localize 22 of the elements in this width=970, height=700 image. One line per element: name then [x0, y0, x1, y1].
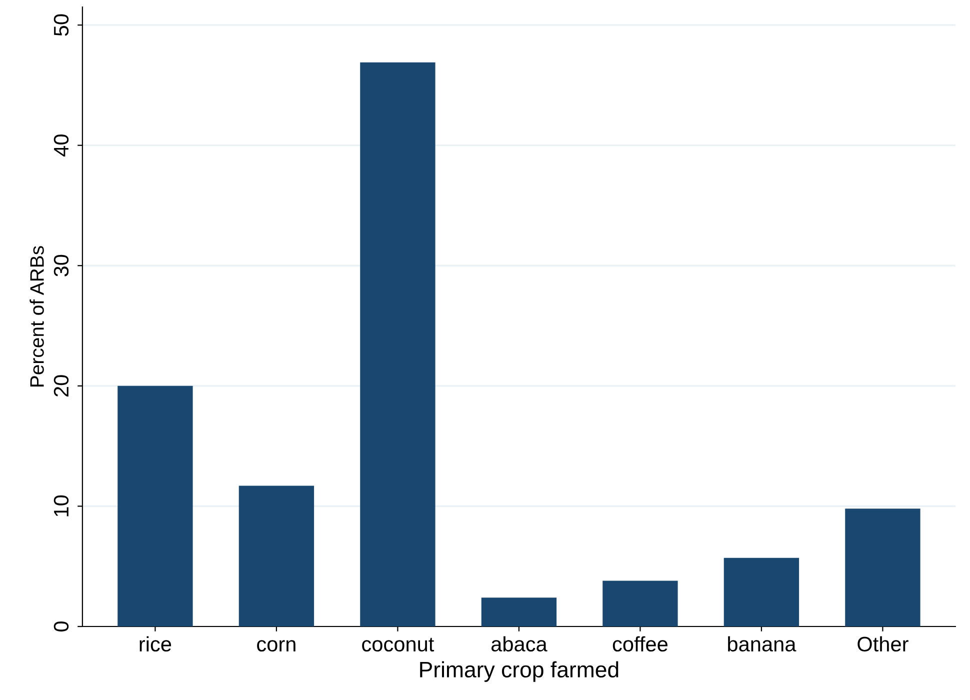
bar — [481, 598, 557, 626]
x-tick-label: Other — [858, 636, 908, 652]
x-tick-label: coconut — [362, 638, 434, 652]
bar — [602, 580, 678, 626]
y-tick-label: 50 — [54, 14, 69, 36]
x-tick-label: banana — [728, 636, 796, 652]
x-tick-label: rice — [140, 636, 172, 652]
y-tick-label: 20 — [54, 375, 69, 396]
bar — [360, 62, 436, 626]
x-tick-label: corn — [257, 640, 296, 652]
bar — [724, 558, 800, 626]
bar — [238, 486, 314, 626]
y-tick-label: 40 — [54, 134, 69, 156]
y-tick-label: 30 — [54, 254, 69, 276]
bar — [845, 508, 920, 626]
y-tick-label: 0 — [54, 622, 69, 632]
y-tick-label: 10 — [54, 495, 69, 516]
bar — [118, 386, 193, 626]
x-tick-label: abaca — [491, 636, 548, 652]
y-axis-title: Percent of ARBs — [30, 246, 44, 386]
x-tick-label: coffee — [612, 636, 668, 652]
x-axis-title: Primary crop farmed — [420, 661, 618, 682]
